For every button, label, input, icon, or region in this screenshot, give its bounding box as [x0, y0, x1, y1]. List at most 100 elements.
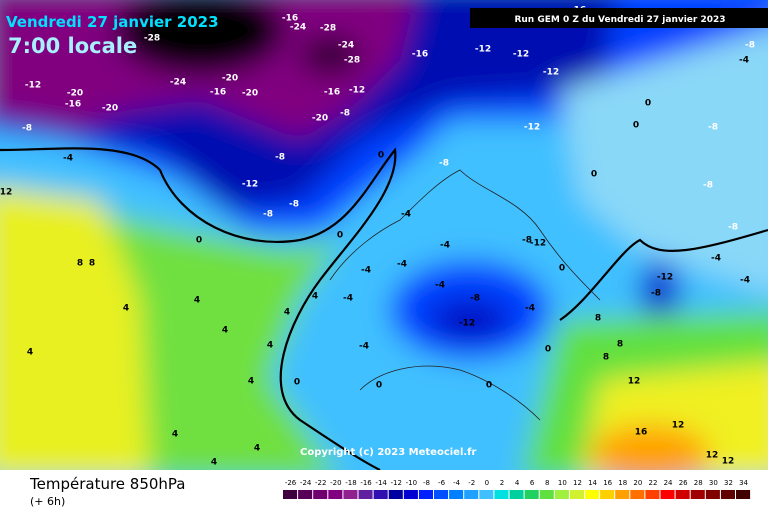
contour-label: 8	[617, 340, 623, 350]
contour-label: -8	[275, 153, 285, 163]
scale-label: 18	[618, 479, 627, 487]
contour-label: -16	[324, 88, 340, 98]
contour-label: -12	[25, 81, 41, 91]
scale-label: -26	[285, 479, 297, 487]
scale-label: -16	[360, 479, 372, 487]
contour-label: -16	[412, 50, 428, 60]
contour-label: 4	[222, 326, 228, 336]
contour-label: -12	[242, 180, 258, 190]
contour-label: 4	[211, 458, 217, 468]
scale-swatch	[660, 490, 675, 499]
contour-label: 0	[294, 378, 300, 388]
contour-label: -8	[522, 236, 532, 246]
scale-swatch	[464, 490, 479, 499]
scale-label: -6	[438, 479, 446, 487]
scale-label: -14	[375, 479, 387, 487]
scale-label: 2	[500, 479, 504, 487]
contour-label: 4	[248, 377, 254, 387]
contour-label: -4	[440, 241, 450, 251]
contour-label: -8	[340, 109, 350, 119]
scale-label: 6	[530, 479, 535, 487]
scale-swatch	[690, 490, 705, 499]
contour-label: 12	[706, 451, 719, 461]
contour-label: 12	[722, 457, 735, 467]
contour-label: -4	[739, 56, 749, 66]
contour-label: 8	[77, 259, 83, 269]
contour-label: -12	[513, 50, 529, 60]
scale-swatch	[494, 490, 509, 499]
contour-label: -24	[170, 78, 186, 88]
scale-label: 14	[588, 479, 597, 487]
scale-label: 32	[724, 479, 733, 487]
contour-label: 12	[628, 377, 641, 387]
scale-swatch	[736, 490, 751, 499]
scale-label: 22	[648, 479, 657, 487]
contour-label: -20	[222, 74, 238, 84]
contour-label: 4	[172, 430, 178, 440]
contour-label: 4	[254, 444, 260, 454]
scale-label: 28	[694, 479, 703, 487]
contour-label: -4	[740, 276, 750, 286]
contour-label: 8	[603, 353, 609, 363]
contour-label: 12	[672, 421, 685, 431]
contour-label: -12	[524, 123, 540, 133]
scale-label: -10	[406, 479, 417, 487]
contour-label: -4	[525, 304, 535, 314]
scale-label: 26	[679, 479, 688, 487]
contour-label: -8	[708, 123, 718, 133]
contour-label: -12	[459, 319, 475, 329]
scale-swatch	[328, 490, 343, 499]
scale-label: -22	[315, 479, 326, 487]
scale-swatch	[509, 490, 524, 499]
scale-label: 34	[739, 479, 748, 487]
contour-label: 0	[633, 121, 639, 131]
contour-label: -4	[397, 260, 407, 270]
coastlines	[329, 169, 601, 421]
contour-label: 4	[312, 292, 318, 302]
scale-swatch	[585, 490, 600, 499]
contour-label: -8	[289, 200, 299, 210]
contour-label: 4	[284, 308, 290, 318]
copyright: Copyright (c) 2023 Meteociel.fr	[300, 447, 477, 458]
scale-swatch	[283, 490, 298, 499]
contour-label: -8	[703, 181, 713, 191]
scale-swatch	[675, 490, 690, 499]
contour-label: 16	[635, 428, 648, 438]
scale-label: 16	[603, 479, 612, 487]
scale-label: -2	[468, 479, 475, 487]
scale-swatch	[403, 490, 418, 499]
scale-swatch	[449, 490, 464, 499]
scale-swatch	[524, 490, 539, 499]
contour-label: -8	[439, 159, 449, 169]
scale-swatch	[705, 490, 720, 499]
contour-label: -4	[359, 342, 369, 352]
scale-swatch	[720, 490, 735, 499]
scale-label: 10	[558, 479, 567, 487]
contour-label: 4	[27, 348, 33, 358]
scale-swatch	[343, 490, 358, 499]
footer-title: Température 850hPa	[29, 475, 186, 493]
contour-label: -4	[343, 294, 353, 304]
scale-swatch	[615, 490, 630, 499]
contour-label: -4	[401, 210, 411, 220]
contour-label: -24	[338, 41, 354, 51]
date: Vendredi 27 janvier 2023	[6, 13, 219, 31]
scale-swatch	[479, 490, 494, 499]
scale-label: 30	[709, 479, 718, 487]
scale-label: -24	[300, 479, 312, 487]
contour-label: -28	[144, 34, 160, 44]
contour-label: 0	[376, 381, 382, 391]
contour-label: -20	[312, 114, 328, 124]
contour-label: 4	[194, 296, 200, 306]
scale-swatch	[600, 490, 615, 499]
contour-label: 4	[123, 304, 129, 314]
scale-label: 8	[545, 479, 549, 487]
contour-label: 8	[89, 259, 95, 269]
contour-label: -16	[210, 88, 226, 98]
contour-label: 12	[0, 188, 12, 198]
scale-swatch	[373, 490, 388, 499]
scale-swatch	[298, 490, 313, 499]
contour-label: -8	[745, 41, 755, 51]
time: 7:00 locale	[8, 34, 137, 58]
